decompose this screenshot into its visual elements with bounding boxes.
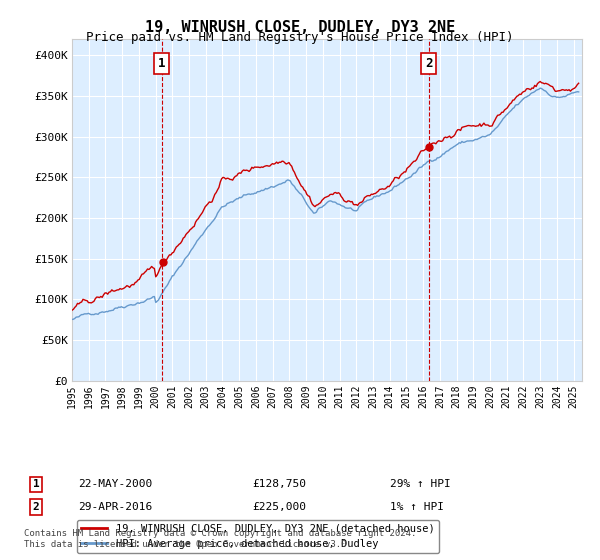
Text: 29% ↑ HPI: 29% ↑ HPI: [390, 479, 451, 489]
Text: 29-APR-2016: 29-APR-2016: [78, 502, 152, 512]
Legend: 19, WINRUSH CLOSE, DUDLEY, DY3 2NE (detached house), HPI: Average price, detache: 19, WINRUSH CLOSE, DUDLEY, DY3 2NE (deta…: [77, 520, 439, 553]
Text: £128,750: £128,750: [252, 479, 306, 489]
Text: 22-MAY-2000: 22-MAY-2000: [78, 479, 152, 489]
Text: 2: 2: [425, 57, 433, 70]
Text: £225,000: £225,000: [252, 502, 306, 512]
Text: Price paid vs. HM Land Registry's House Price Index (HPI): Price paid vs. HM Land Registry's House …: [86, 31, 514, 44]
Text: 1: 1: [32, 479, 40, 489]
Text: 2: 2: [32, 502, 40, 512]
Text: 1% ↑ HPI: 1% ↑ HPI: [390, 502, 444, 512]
Text: 19, WINRUSH CLOSE, DUDLEY, DY3 2NE: 19, WINRUSH CLOSE, DUDLEY, DY3 2NE: [145, 20, 455, 35]
Text: 1: 1: [158, 57, 166, 70]
Text: Contains HM Land Registry data © Crown copyright and database right 2024.
This d: Contains HM Land Registry data © Crown c…: [24, 529, 416, 549]
